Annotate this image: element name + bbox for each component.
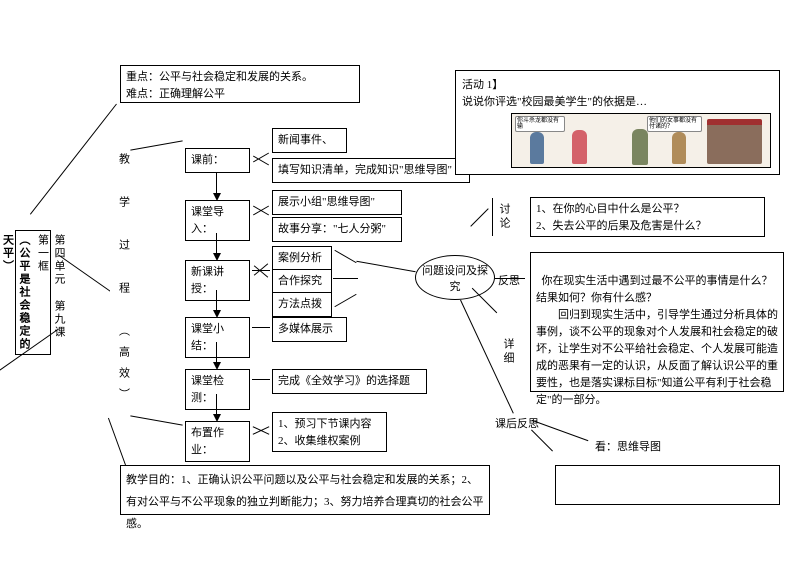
d4-box: 多媒体展示 <box>272 317 347 342</box>
stage-5-label: 课堂检测： <box>191 375 224 404</box>
illus-booth <box>707 119 762 164</box>
d1b: 填写知识清单，完成知识"思维导图" <box>278 164 452 176</box>
title-line2: （公平是社会稳定的天平） <box>0 234 32 351</box>
see-map: 看：思维导图 <box>595 438 661 454</box>
br-s3-close-c <box>334 294 356 307</box>
d6a: 1、预习下节课内容 <box>278 416 381 433</box>
br-s3-close-a <box>334 250 356 263</box>
recap-label: 课后反思 <box>495 415 539 431</box>
d2a-box: 展示小组"思维导图" <box>272 190 402 215</box>
line-to-oval <box>356 261 415 272</box>
process-label: 教 学 过 程 （高效） <box>115 153 132 407</box>
reflect-text: 你在现实生活中遇到过最不公平的事情是什么？结果如何？你有什么感？ 回归到现实生活… <box>536 275 778 406</box>
reflect-label: 反思 <box>498 272 520 288</box>
stage-3-label: 新课讲授： <box>191 266 224 295</box>
d6b: 2、收集维权案例 <box>278 433 381 450</box>
stage-2-label: 课堂导入： <box>191 206 224 235</box>
bracket2-bot <box>130 415 182 425</box>
d3b-box: 合作探究 <box>272 269 332 294</box>
d5: 完成《全效学习》的选择题 <box>278 375 410 387</box>
stage-2: 课堂导入： <box>185 200 250 241</box>
discuss-q1: 1、在你的心目中什么是公平？ <box>536 201 759 218</box>
stage-4-label: 课堂小结： <box>191 323 224 352</box>
discuss-q2: 2、失去公平的后果及危害是什么？ <box>536 218 759 235</box>
activity-title: 活动 1】 <box>462 77 773 94</box>
bubble1-text: 你斗杀龙都没有输 <box>517 118 559 130</box>
stage-5: 课堂检测： <box>185 369 250 410</box>
illus-p1 <box>530 132 544 164</box>
detail-label: 详细 <box>500 338 516 366</box>
br-s3-close-b <box>333 278 358 279</box>
activity-illustration: 你斗杀龙都没有输 他们的女事都没有付诸的？ <box>511 113 771 168</box>
l-s5 <box>252 379 270 380</box>
d2a: 展示小组"思维导图" <box>278 196 375 208</box>
d4: 多媒体展示 <box>278 323 333 335</box>
reflect-box: 你在现实生活中遇到过最不公平的事情是什么？结果如何？你有什么感？ 回归到现实生活… <box>530 252 784 392</box>
d3a: 案例分析 <box>278 252 322 264</box>
activity-body: 说说你评选"校园最美学生"的依据是… <box>462 94 773 111</box>
keypoints-l1: 重点：公平与社会稳定和发展的关系。 <box>126 69 354 86</box>
illus-p4 <box>672 132 686 164</box>
process-label-box: 教 学 过 程 （高效） <box>110 150 128 410</box>
discuss-label: 讨论 <box>496 203 512 231</box>
d1a-box: 新闻事件、 <box>272 128 347 153</box>
bubble2-text: 他们的女事都没有付诸的？ <box>649 118 697 130</box>
d1b-box: 填写知识清单，完成知识"思维导图" <box>272 158 470 183</box>
objective-box: 教学目的：1、正确认识公平问题以及公平与社会稳定和发展的关系；2、有对公平与不公… <box>120 465 490 515</box>
illus-p2 <box>572 130 587 164</box>
stage-1-label: 课前： <box>191 154 224 166</box>
center-oval-text: 问题设问及探究 <box>420 262 490 294</box>
d3c-box: 方法点拨 <box>272 292 332 317</box>
illus-bubble2: 他们的女事都没有付诸的？ <box>647 116 702 132</box>
d2b-box: 故事分享："七人分粥" <box>272 217 402 242</box>
d5-box: 完成《全效学习》的选择题 <box>272 369 427 394</box>
d2b: 故事分享："七人分粥" <box>278 223 386 235</box>
discuss-box: 1、在你的心目中什么是公平？ 2、失去公平的后果及危害是什么？ <box>530 197 765 237</box>
illus-p3 <box>632 129 648 165</box>
keypoints-l2: 难点：正确理解公平 <box>126 86 354 103</box>
discuss-bracket <box>492 198 493 236</box>
stage-6-label: 布置作业： <box>191 427 224 456</box>
bracket2-top <box>130 140 182 150</box>
d6-box: 1、预习下节课内容 2、收集维权案例 <box>272 412 387 452</box>
line-oval-reflect <box>495 278 525 279</box>
d3a-box: 案例分析 <box>272 246 332 271</box>
l-s4 <box>252 327 270 328</box>
line-kp <box>30 104 117 215</box>
objective-text: 教学目的：1、正确认识公平问题以及公平与社会稳定和发展的关系；2、有对公平与不公… <box>126 474 484 530</box>
activity-box: 活动 1】 说说你评选"校园最美学生"的依据是… 你斗杀龙都没有输 他们的女事都… <box>455 70 780 175</box>
center-oval: 问题设问及探究 <box>415 255 495 300</box>
d3b: 合作探究 <box>278 275 322 287</box>
stage-4: 课堂小结： <box>185 317 250 358</box>
stage-3: 新课讲授： <box>185 260 250 301</box>
line-obj <box>108 418 126 465</box>
stage-1: 课前： <box>185 148 250 173</box>
d1a: 新闻事件、 <box>278 134 333 146</box>
line-oval-discuss <box>470 208 488 226</box>
empty-box <box>555 465 780 505</box>
stage-6: 布置作业： <box>185 421 250 462</box>
d3c: 方法点拨 <box>278 298 322 310</box>
line-empty <box>531 430 553 452</box>
illus-bubble1: 你斗杀龙都没有输 <box>515 116 565 132</box>
keypoints-box: 重点：公平与社会稳定和发展的关系。 难点：正确理解公平 <box>120 65 360 103</box>
